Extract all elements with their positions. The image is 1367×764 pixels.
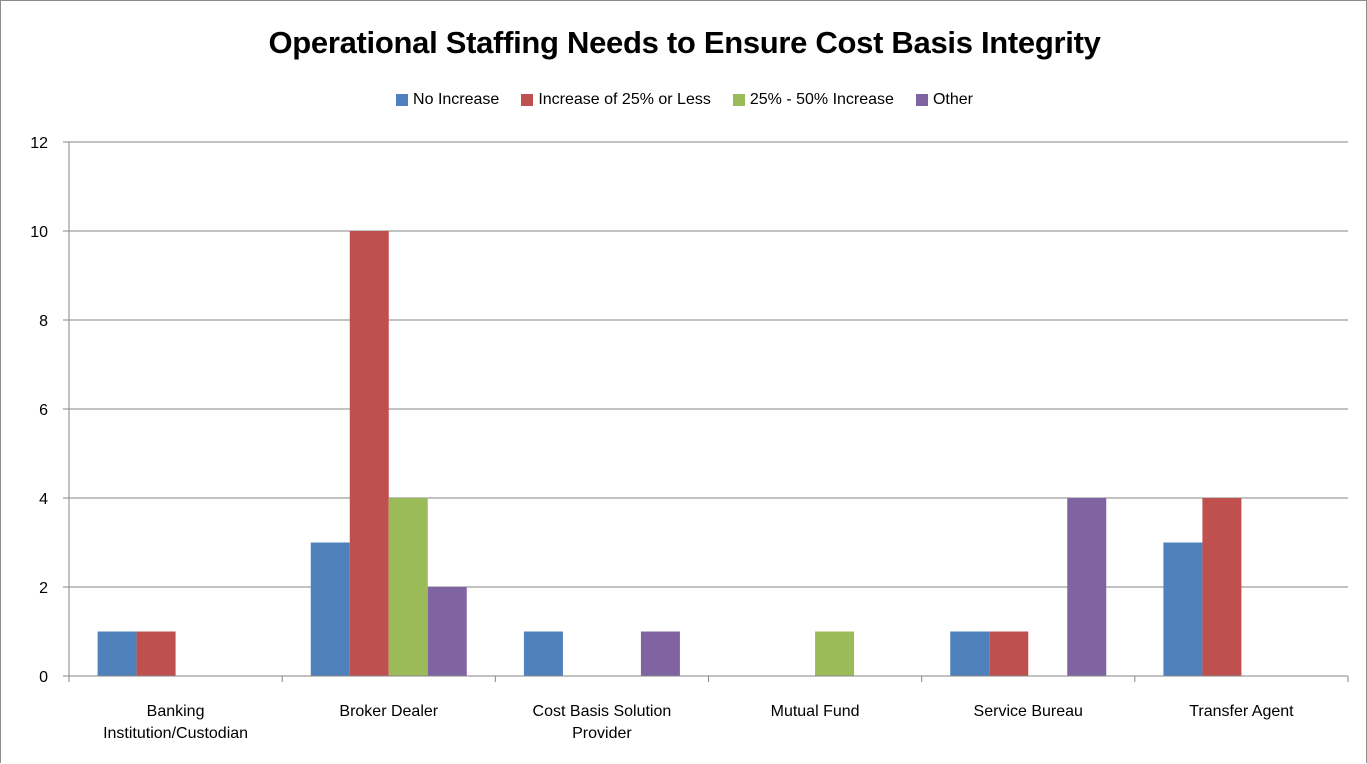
x-category-label: Mutual Fund xyxy=(771,703,860,720)
legend-item: Increase of 25% or Less xyxy=(521,91,711,109)
y-tick-label: 8 xyxy=(39,313,48,330)
bar xyxy=(349,231,389,676)
legend-item: 25% - 50% Increase xyxy=(732,91,894,109)
y-tick-label: 4 xyxy=(39,491,48,508)
bar xyxy=(523,631,563,676)
y-tick-label: 10 xyxy=(30,224,48,241)
x-category-label: Institution/Custodian xyxy=(103,725,248,742)
x-category-label: Transfer Agent xyxy=(1189,703,1294,720)
legend-label: 25% - 50% Increase xyxy=(749,91,894,108)
chart-legend: No Increase Increase of 25% or Less 25% - … xyxy=(1,91,1367,109)
x-category-label: Broker Dealer xyxy=(339,703,438,720)
y-tick-label: 6 xyxy=(39,402,48,419)
x-category-label: Service Bureau xyxy=(974,703,1083,720)
bar xyxy=(310,542,350,676)
legend-swatch xyxy=(915,94,928,106)
bar xyxy=(1202,498,1242,676)
x-category-label: Banking xyxy=(147,703,205,720)
x-category-label: Cost Basis Solution xyxy=(533,703,672,720)
y-tick-label: 2 xyxy=(39,580,48,597)
bar xyxy=(989,631,1029,676)
legend-item: No Increase xyxy=(396,91,499,109)
x-category-label: Provider xyxy=(572,725,632,742)
bar xyxy=(97,631,137,676)
chart-title: Operational Staffing Needs to Ensure Cos… xyxy=(268,25,1101,60)
bar xyxy=(136,631,176,676)
bar xyxy=(950,631,990,676)
bar xyxy=(427,587,467,676)
bar xyxy=(640,631,680,676)
y-tick-label: 12 xyxy=(30,135,48,152)
bar xyxy=(815,631,855,676)
legend-swatch xyxy=(396,94,409,106)
bar xyxy=(388,498,428,676)
bar xyxy=(1163,542,1203,676)
legend-item: Other xyxy=(915,91,973,109)
bar xyxy=(1067,498,1107,676)
legend-label: Increase of 25% or Less xyxy=(538,91,711,108)
legend-label: No Increase xyxy=(413,91,500,108)
y-tick-label: 0 xyxy=(39,669,48,686)
legend-swatch xyxy=(521,94,534,106)
legend-swatch xyxy=(732,94,745,106)
legend-label: Other xyxy=(932,91,973,108)
